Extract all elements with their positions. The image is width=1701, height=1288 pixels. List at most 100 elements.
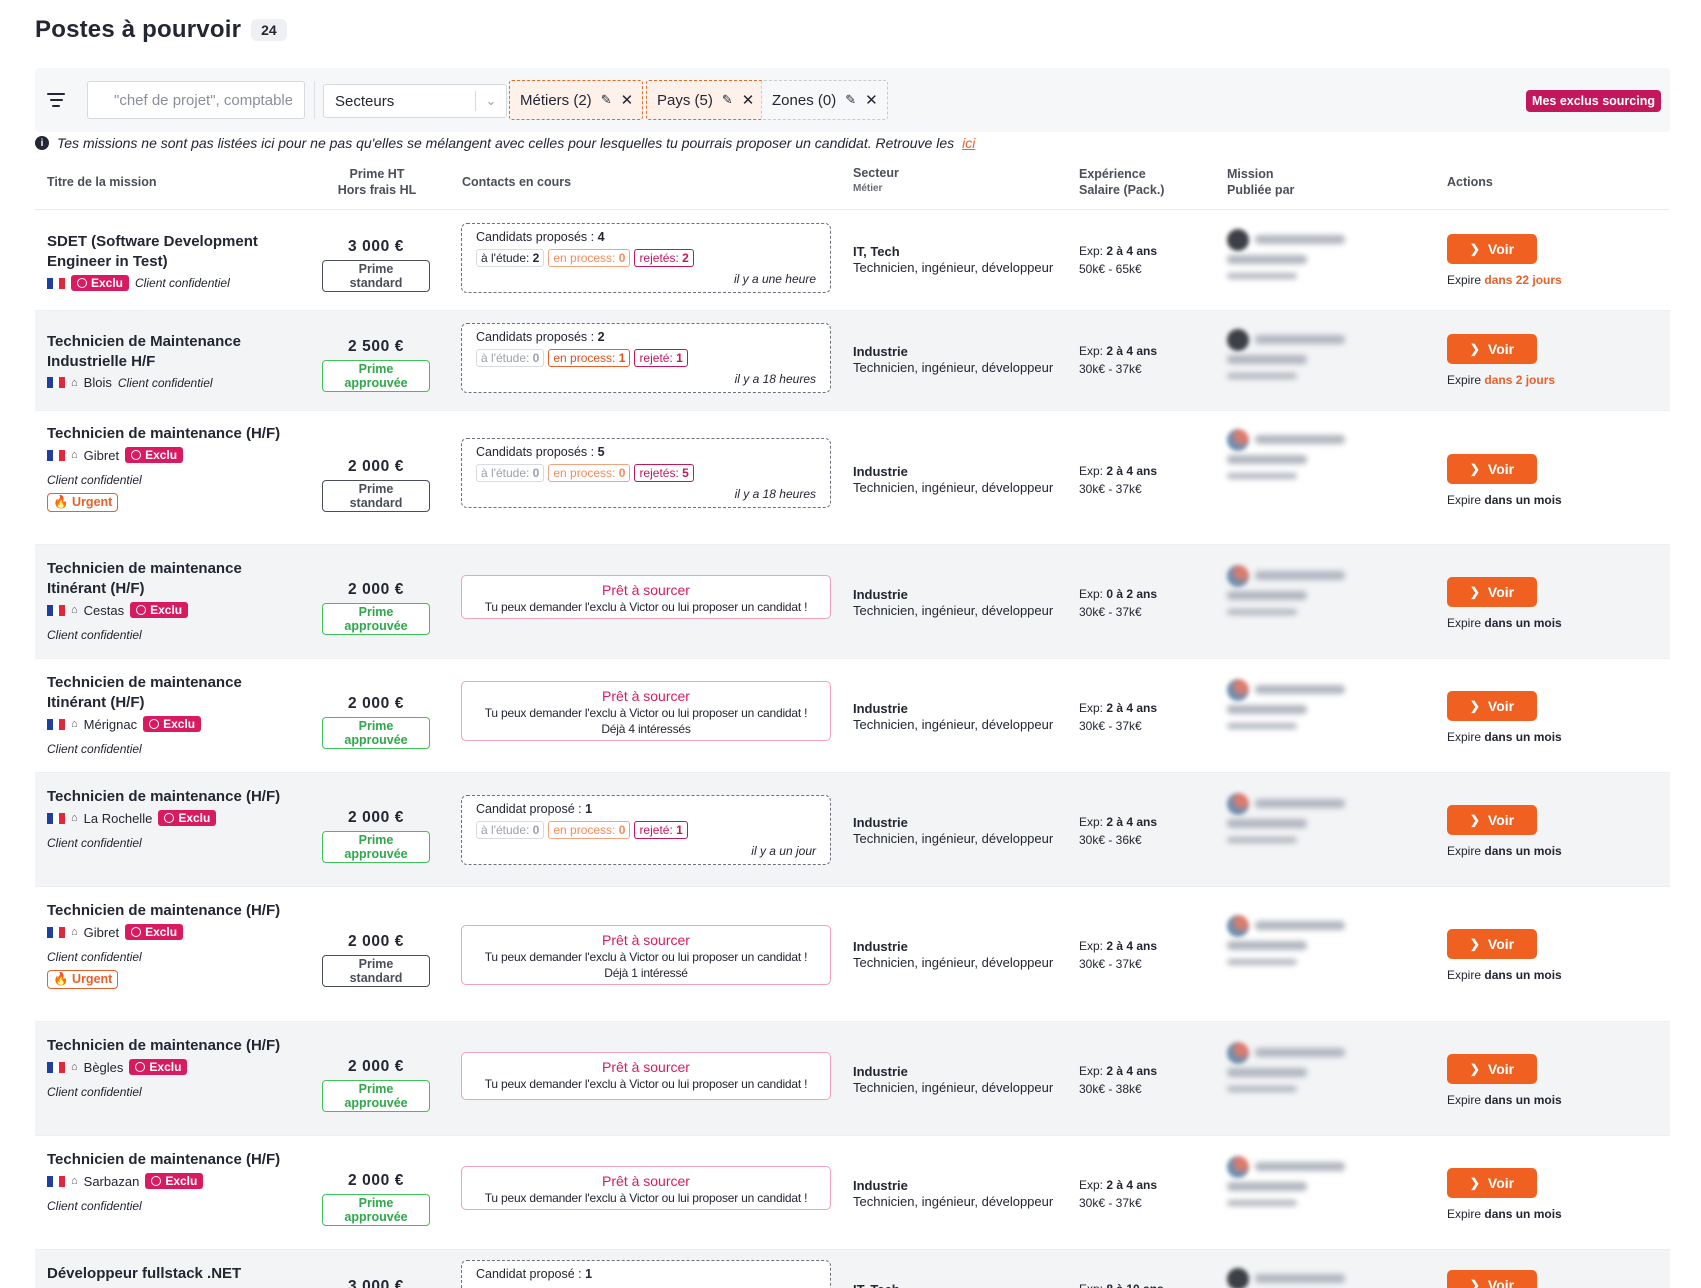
ready-to-source-box[interactable]: Prêt à sourcer Tu peux demander l'exclu à… (461, 1052, 831, 1100)
mission-title[interactable]: Technicien de maintenance (H/F) (47, 902, 281, 919)
chip-zones[interactable]: Zones (0) ✎ ✕ (761, 80, 888, 120)
contacts-count: 2 (597, 330, 605, 344)
table-row[interactable]: Technicien de maintenance (H/F) ⌂ La Roche… (35, 773, 1670, 887)
pencil-icon[interactable]: ✎ (721, 92, 733, 107)
table-row[interactable]: Technicien de maintenance (H/F) ⌂ Gibret Ex… (35, 411, 1670, 545)
info-link[interactable]: ici (962, 135, 976, 151)
prime-cell: 2 000 € Prime standard (321, 458, 431, 512)
salary-range: 30k€ - 37k€ (1079, 482, 1142, 496)
voir-button[interactable]: ❯ Voir (1447, 691, 1537, 721)
mission-title[interactable]: Technicien de maintenance (H/F) (47, 1037, 281, 1054)
building-icon: ⌂ (71, 812, 78, 824)
count-badge: 24 (251, 19, 287, 41)
publisher-company-redacted (1227, 591, 1307, 600)
voir-button[interactable]: ❯ Voir (1447, 929, 1537, 959)
contacts-timestamp: il y a 18 heures (734, 487, 816, 501)
mission-title[interactable]: Technicien de maintenance Itinérant (H/F… (47, 560, 242, 597)
voir-button[interactable]: ❯ Voir (1447, 805, 1537, 835)
chevron-right-icon: ❯ (1469, 813, 1480, 827)
chip-metiers[interactable]: Métiers (2) ✎ ✕ (509, 80, 644, 120)
expiry-text: Expire dans un mois (1447, 1093, 1647, 1107)
sector-cell: Industrie Technicien, ingénieur, développ… (853, 939, 1053, 971)
actions-cell: ❯ Voir Expire dans 22 jours (1447, 234, 1647, 287)
sector-select[interactable]: Secteurs ⌄ (323, 84, 507, 118)
flag-fr-icon (47, 718, 65, 730)
exclu-icon (131, 450, 142, 460)
mission-title[interactable]: SDET (Software Development Engineer in T… (47, 233, 258, 270)
mission-title[interactable]: Technicien de Maintenance Industrielle H… (47, 333, 241, 370)
mission-meta: ⌂ Sarbazan Exclu (47, 1173, 287, 1189)
row-divider (35, 658, 1670, 659)
chip-label: Pays (5) (657, 91, 713, 109)
ready-to-source-box[interactable]: Prêt à sourcer Tu peux demander l'exclu à… (461, 575, 831, 619)
interested-count: Déjà 4 intéressés (601, 722, 691, 736)
voir-button[interactable]: ❯ Voir (1447, 234, 1537, 264)
contacts-title-label: Candidat proposé : (476, 1267, 582, 1281)
chevron-right-icon: ❯ (1469, 242, 1480, 256)
mission-meta: Exclu Client confidentiel (47, 275, 287, 291)
voir-button[interactable]: ❯ Voir (1447, 1168, 1537, 1198)
status-rejected-label: rejetés: (639, 251, 679, 265)
table-row[interactable]: Technicien de maintenance Itinérant (H/F… (35, 659, 1670, 773)
mission-title[interactable]: Technicien de maintenance (H/F) (47, 788, 281, 805)
flag-fr-icon (47, 377, 65, 388)
pencil-icon[interactable]: ✎ (845, 92, 857, 107)
voir-button[interactable]: ❯ Voir (1447, 577, 1537, 607)
table-row[interactable]: Technicien de Maintenance Industrielle H… (35, 311, 1670, 411)
chip-label: Métiers (2) (520, 91, 592, 109)
mission-title[interactable]: Technicien de maintenance Itinérant (H/F… (47, 674, 242, 711)
table-row[interactable]: Développeur fullstack .NET 3 000 € Candida… (35, 1250, 1670, 1288)
table-row[interactable]: Technicien de maintenance (H/F) ⌂ Gibret Ex… (35, 887, 1670, 1022)
ready-to-source-box[interactable]: Prêt à sourcer Tu peux demander l'exclu à… (461, 681, 831, 741)
voir-button[interactable]: ❯ Voir (1447, 334, 1537, 364)
status-etude-label: à l'étude: (481, 466, 530, 480)
close-icon[interactable]: ✕ (620, 92, 634, 109)
mission-title[interactable]: Développeur fullstack .NET (47, 1265, 242, 1282)
publisher-company-redacted (1227, 819, 1307, 828)
expiry-text: Expire dans un mois (1447, 493, 1647, 507)
prime-amount: 2 500 € (348, 338, 404, 355)
chip-pays[interactable]: Pays (5) ✎ ✕ (646, 80, 765, 120)
filter-icon[interactable] (45, 89, 67, 111)
actions-cell: ❯ Voir Expire dans un mois (1447, 691, 1647, 744)
exp-range: 8 à 10 ans (1106, 1282, 1163, 1288)
table-row[interactable]: SDET (Software Development Engineer in T… (35, 211, 1670, 311)
voir-button[interactable]: ❯ Voir (1447, 454, 1537, 484)
mission-title[interactable]: Technicien de maintenance (H/F) (47, 1151, 281, 1168)
sector-cell: Industrie Technicien, ingénieur, développ… (853, 1064, 1053, 1096)
mes-exclus-button[interactable]: Mes exclus sourcing (1526, 90, 1661, 112)
exclu-icon (131, 927, 142, 937)
exp-label: Exp: (1079, 344, 1104, 358)
avatar (1227, 229, 1249, 251)
ready-to-source-box[interactable]: Prêt à sourcer Tu peux demander l'exclu à… (461, 1166, 831, 1210)
expiry-label: Expire (1447, 730, 1482, 744)
publisher-cell (1227, 565, 1397, 625)
search-input[interactable] (87, 81, 305, 119)
chevron-right-icon: ❯ (1469, 1176, 1480, 1190)
pencil-icon[interactable]: ✎ (600, 92, 612, 107)
table-row[interactable]: Technicien de maintenance (H/F) ⌂ Bègles Ex… (35, 1022, 1670, 1136)
th-prime-label: Prime HT (349, 167, 405, 181)
voir-button[interactable]: ❯ Voir (1447, 1054, 1537, 1084)
flag-fr-icon (47, 277, 65, 289)
publisher-name-redacted (1255, 1274, 1345, 1283)
exclu-badge: Exclu (125, 924, 184, 940)
mission-title[interactable]: Technicien de maintenance (H/F) (47, 425, 281, 442)
contacts-box[interactable]: Candidat proposé : 1 (461, 1260, 831, 1288)
sector-cell: IT, Tech (853, 1282, 900, 1288)
close-icon[interactable]: ✕ (741, 92, 755, 109)
close-icon[interactable]: ✕ (865, 92, 878, 109)
contacts-status-badges: à l'étude: 0 en process: 0 rejetés: 5 (476, 464, 694, 482)
job-category: Technicien, ingénieur, développeur (853, 1080, 1054, 1095)
ready-to-source-box[interactable]: Prêt à sourcer Tu peux demander l'exclu à… (461, 925, 831, 985)
table-row[interactable]: Technicien de maintenance Itinérant (H/F… (35, 545, 1670, 659)
voir-button[interactable]: ❯ Voir (1447, 1270, 1537, 1288)
expiry-value: dans 2 jours (1484, 373, 1556, 387)
publisher-name-redacted (1255, 1162, 1345, 1171)
prime-status-badge: Prime standard (322, 480, 430, 512)
table-row[interactable]: Technicien de maintenance (H/F) ⌂ Sarbazan… (35, 1136, 1670, 1250)
